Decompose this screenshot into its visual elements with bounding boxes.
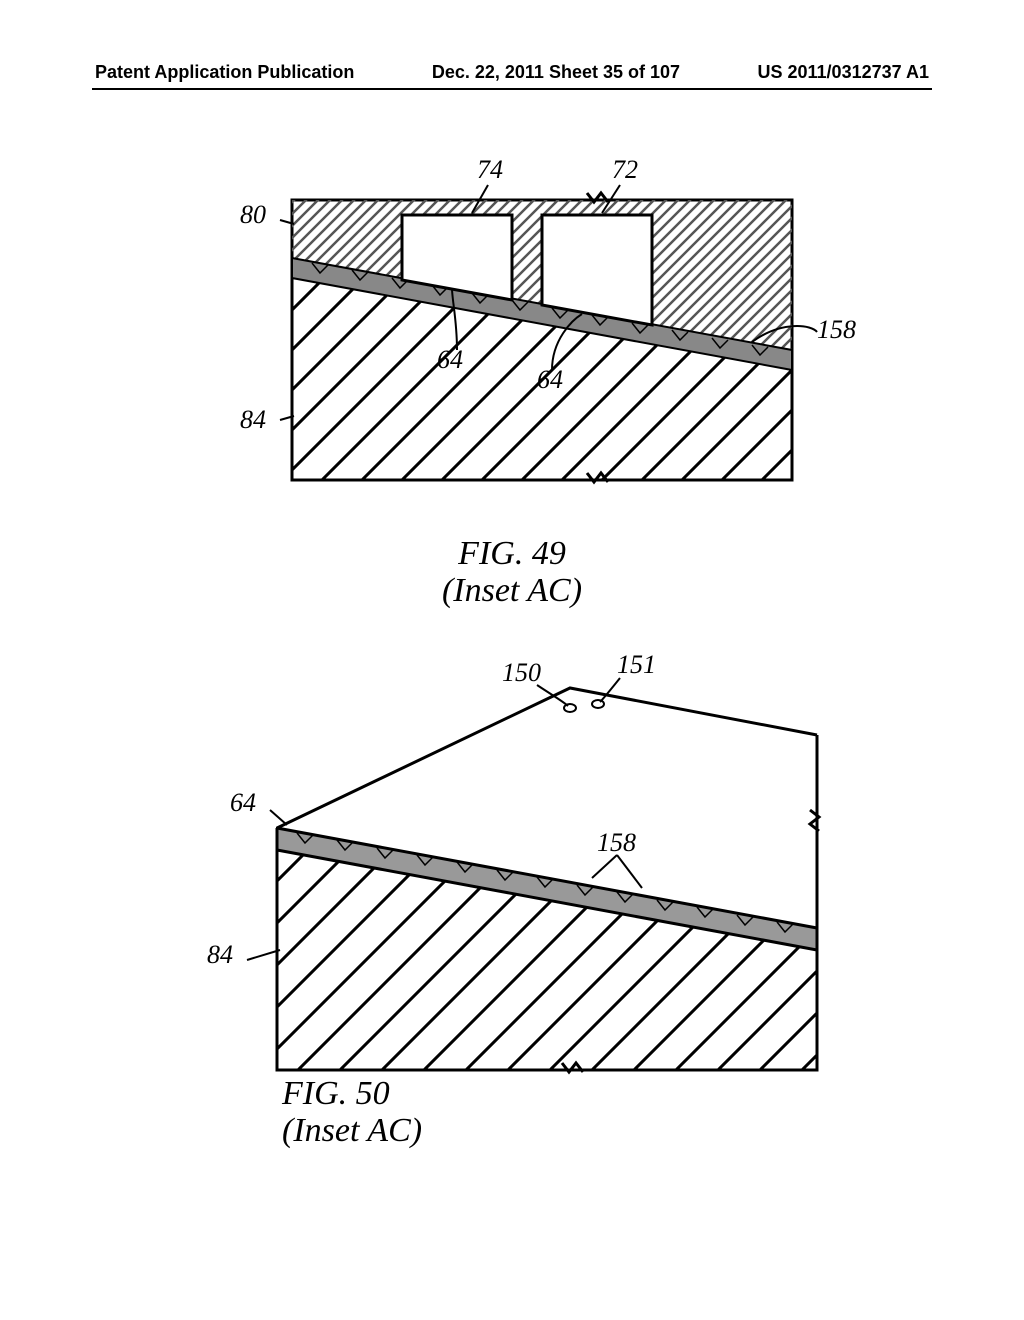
ref-84-50: 84 (207, 940, 233, 970)
figure-50: 150 151 64 158 84 FIG. 50 (Inset AC) (172, 650, 852, 1150)
ref-158: 158 (817, 315, 856, 345)
page-header: Patent Application Publication Dec. 22, … (0, 62, 1024, 83)
ref-158-50: 158 (597, 828, 636, 858)
header-rule (92, 88, 932, 90)
fig50-caption-line2: (Inset AC) (282, 1112, 852, 1149)
header-center: Dec. 22, 2011 Sheet 35 of 107 (432, 62, 680, 83)
ref-64: 64 (230, 788, 256, 818)
ref-151: 151 (617, 650, 656, 680)
figure-49: 74 72 80 64 64 158 84 FIG. 49 (Inset AC) (202, 160, 822, 610)
ref-150: 150 (502, 658, 541, 688)
ref-84: 84 (240, 405, 266, 435)
ref-74: 74 (477, 155, 503, 185)
fig49-caption: FIG. 49 (Inset AC) (202, 535, 822, 610)
fig49-svg (202, 160, 822, 520)
header-left: Patent Application Publication (95, 62, 354, 83)
fig50-svg (172, 650, 852, 1090)
ref-64b: 64 (537, 365, 563, 395)
fig49-caption-line1: FIG. 49 (202, 535, 822, 572)
fig49-caption-line2: (Inset AC) (202, 572, 822, 609)
ref-64a: 64 (437, 345, 463, 375)
ref-72: 72 (612, 155, 638, 185)
ref-80: 80 (240, 200, 266, 230)
header-right: US 2011/0312737 A1 (758, 62, 929, 83)
